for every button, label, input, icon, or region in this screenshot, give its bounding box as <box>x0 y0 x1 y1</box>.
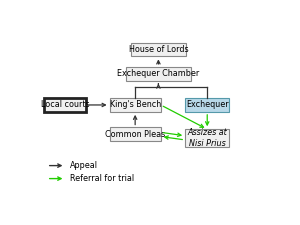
Text: Exchequer: Exchequer <box>186 100 229 109</box>
Text: Local courts: Local courts <box>41 100 90 109</box>
FancyBboxPatch shape <box>130 43 186 56</box>
FancyBboxPatch shape <box>185 129 229 146</box>
Text: Appeal: Appeal <box>70 161 98 170</box>
FancyBboxPatch shape <box>185 98 229 112</box>
Text: King's Bench: King's Bench <box>110 100 161 109</box>
FancyBboxPatch shape <box>110 128 161 141</box>
FancyBboxPatch shape <box>126 67 191 81</box>
Text: House of Lords: House of Lords <box>129 45 188 54</box>
Text: Common Pleas: Common Pleas <box>105 130 165 139</box>
Text: Referral for trial: Referral for trial <box>70 174 134 183</box>
Text: Assizes at
Nisi Prius: Assizes at Nisi Prius <box>187 128 227 148</box>
FancyBboxPatch shape <box>110 98 161 112</box>
FancyBboxPatch shape <box>44 98 86 112</box>
Text: Exchequer Chamber: Exchequer Chamber <box>117 69 200 78</box>
